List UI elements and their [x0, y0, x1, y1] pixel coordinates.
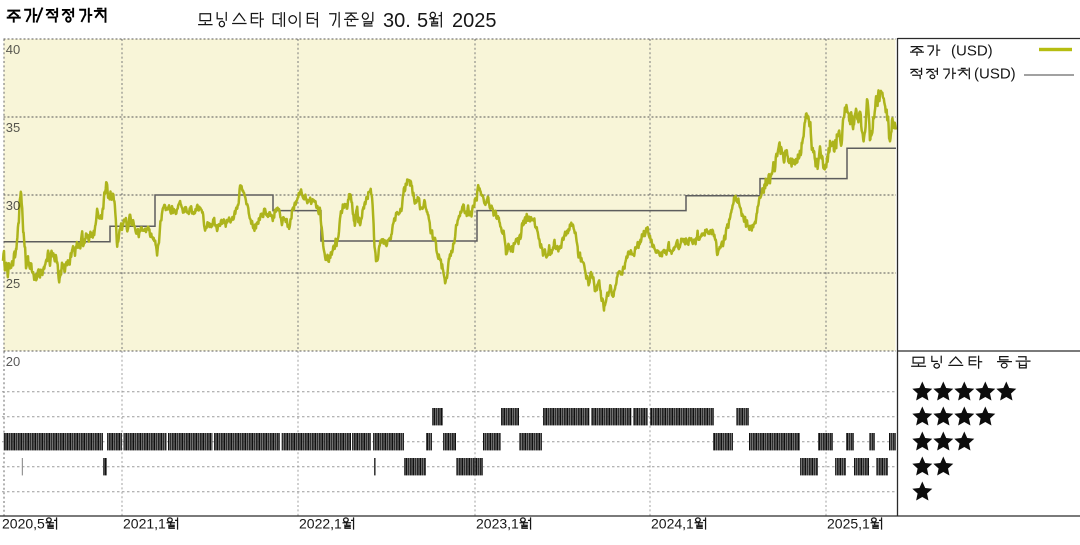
svg-text:2023,1: 2023,1 [476, 516, 519, 532]
svg-text:2025,1: 2025,1 [827, 516, 870, 532]
svg-text:2025: 2025 [452, 10, 497, 32]
svg-text:35: 35 [6, 120, 20, 135]
svg-text:25: 25 [6, 276, 20, 291]
svg-text:2021,1: 2021,1 [123, 516, 166, 532]
svg-text:(USD): (USD) [951, 42, 993, 59]
svg-text:30: 30 [6, 198, 20, 213]
svg-text:5: 5 [417, 10, 428, 32]
svg-text:2024,1: 2024,1 [651, 516, 694, 532]
svg-text:2022,1: 2022,1 [299, 516, 342, 532]
svg-text:30.: 30. [383, 10, 411, 32]
svg-text:40: 40 [6, 42, 20, 57]
svg-text:2020,5: 2020,5 [2, 516, 45, 532]
svg-text:20: 20 [6, 354, 20, 369]
svg-text:(USD): (USD) [974, 66, 1016, 83]
